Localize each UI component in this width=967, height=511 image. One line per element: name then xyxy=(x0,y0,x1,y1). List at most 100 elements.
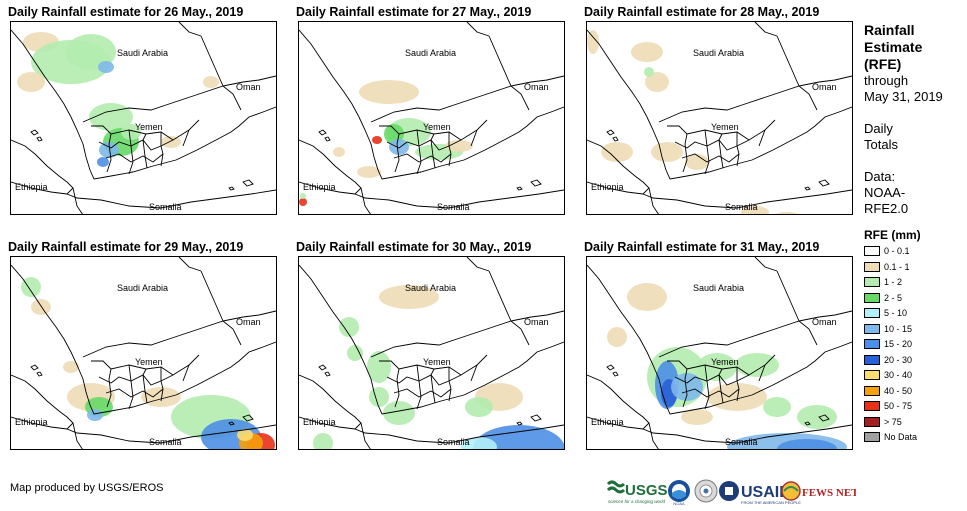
label-ethiopia: Ethiopia xyxy=(15,417,48,427)
legend-swatch xyxy=(864,432,880,442)
rain-area xyxy=(98,61,114,73)
legend-label: > 75 xyxy=(884,416,902,427)
map-canvas xyxy=(11,22,276,214)
label-somalia: Somalia xyxy=(725,202,758,212)
label-oman: Oman xyxy=(812,82,837,92)
legend-label: 5 - 10 xyxy=(884,308,908,318)
legend-item: 10 - 15 xyxy=(864,323,964,336)
legend-daily: Daily xyxy=(864,121,893,136)
rain-area xyxy=(339,317,359,337)
rain-area xyxy=(300,193,306,199)
map-canvas xyxy=(587,257,852,449)
legend-item: 20 - 30 xyxy=(864,354,964,367)
rain-area xyxy=(21,277,41,297)
rainfall-panel-5: Daily Rainfall estimate for 30 May., 201… xyxy=(296,240,565,452)
legend-label: 20 - 30 xyxy=(884,354,913,365)
legend-swatch xyxy=(864,323,880,334)
label-ethiopia: Ethiopia xyxy=(591,182,624,192)
label-somalia: Somalia xyxy=(149,437,182,447)
rainfall-map: Saudi Arabia Oman Yemen Ethiopia Somalia xyxy=(586,21,853,215)
rain-area xyxy=(587,30,599,54)
legend-swatch xyxy=(864,354,880,365)
rain-area xyxy=(203,76,219,88)
rain-area xyxy=(627,283,667,311)
legend-title-line3: (RFE) xyxy=(864,56,902,72)
rain-area xyxy=(121,124,141,140)
label-somalia: Somalia xyxy=(437,202,470,212)
legend-data-label: Data: xyxy=(864,169,896,184)
label-oman: Oman xyxy=(236,317,261,327)
label-ethiopia: Ethiopia xyxy=(303,417,336,427)
noaa-logo: NOAA xyxy=(668,480,690,506)
rain-area xyxy=(357,166,381,178)
legend-through: through xyxy=(864,73,909,88)
label-somalia: Somalia xyxy=(725,437,758,447)
legend-item: 5 - 10 xyxy=(864,307,964,320)
rain-area xyxy=(741,206,769,214)
fews-net-logo: FEWS NET xyxy=(781,481,859,501)
rainfall-map: Saudi Arabia Oman Yemen Ethiopia Somalia xyxy=(10,21,277,215)
legend-items: 0 - 0.1 0.1 - 1 1 - 2 2 - 5 5 - 10 10 - 15 15 … xyxy=(864,245,964,445)
legend-label: 30 - 40 xyxy=(884,370,913,380)
rain-area xyxy=(671,373,703,401)
rainfall-map: Saudi Arabia Oman Yemen Ethiopia Somalia xyxy=(298,256,565,450)
label-somalia: Somalia xyxy=(437,437,470,447)
label-somalia: Somalia xyxy=(149,202,182,212)
label-yemen: Yemen xyxy=(135,122,163,132)
label-yemen: Yemen xyxy=(711,357,739,367)
legend-item: > 75 xyxy=(864,416,964,429)
label-ethiopia: Ethiopia xyxy=(303,182,336,192)
rain-area xyxy=(313,433,333,449)
rain-area xyxy=(461,437,497,449)
rain-area xyxy=(777,439,837,449)
panel-title: Daily Rainfall estimate for 27 May., 201… xyxy=(296,5,532,19)
label-yemen: Yemen xyxy=(711,122,739,132)
rain-area xyxy=(379,285,439,309)
legend-swatch xyxy=(864,292,880,303)
rain-area xyxy=(17,72,45,92)
rainfall-panel-2: Daily Rainfall estimate for 27 May., 201… xyxy=(296,5,565,217)
rain-area xyxy=(465,397,493,417)
rainfall-panel-6: Daily Rainfall estimate for 31 May., 201… xyxy=(584,240,853,452)
rainfall-map: Saudi Arabia Oman Yemen Ethiopia Somalia xyxy=(10,256,277,450)
dos-seal xyxy=(694,479,718,503)
rain-area xyxy=(299,198,307,206)
rain-area xyxy=(347,345,363,361)
legend-item: 1 - 2 xyxy=(864,276,964,289)
legend-label: 2 - 5 xyxy=(884,292,903,303)
legend-item: 15 - 20 xyxy=(864,338,964,351)
legend-swatch xyxy=(864,277,880,287)
rain-area xyxy=(237,429,253,441)
legend-item: No Data xyxy=(864,431,964,444)
rain-area xyxy=(161,136,181,148)
legend-label: No Data xyxy=(884,432,918,442)
legend-item: 0 - 0.1 xyxy=(864,245,964,258)
legend-item: 30 - 40 xyxy=(864,369,964,382)
rain-area xyxy=(601,142,633,162)
rainfall-map: Saudi Arabia Oman Yemen Ethiopia Somalia xyxy=(298,21,565,215)
rain-area xyxy=(87,409,103,421)
rain-area xyxy=(66,34,116,70)
legend-swatch xyxy=(864,246,880,256)
map-canvas xyxy=(299,22,564,214)
legend-label: 50 - 75 xyxy=(884,401,913,411)
label-oman: Oman xyxy=(812,317,837,327)
rain-area xyxy=(383,401,415,425)
legend-label: 15 - 20 xyxy=(884,339,913,349)
rain-area xyxy=(89,103,133,131)
rain-area xyxy=(645,72,669,92)
rain-area xyxy=(685,154,709,170)
legend-swatch xyxy=(864,339,880,349)
map-canvas xyxy=(11,257,276,449)
panel-title: Daily Rainfall estimate for 26 May., 201… xyxy=(8,5,244,19)
legend-item: 2 - 5 xyxy=(864,292,964,305)
rainfall-panel-3: Daily Rainfall estimate for 28 May., 201… xyxy=(584,5,853,217)
rain-area xyxy=(141,387,181,407)
label-ethiopia: Ethiopia xyxy=(591,417,624,427)
rain-area xyxy=(644,67,654,77)
rainfall-panel-4: Daily Rainfall estimate for 29 May., 201… xyxy=(8,240,277,452)
legend-item: 50 - 75 xyxy=(864,400,964,413)
usgs-text: USGS xyxy=(625,482,668,499)
rain-area xyxy=(707,383,767,411)
legend-swatch xyxy=(864,416,880,427)
